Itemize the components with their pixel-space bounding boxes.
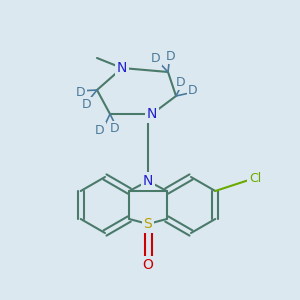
Text: D: D	[176, 76, 186, 88]
Text: D: D	[110, 122, 120, 136]
Text: D: D	[95, 124, 105, 136]
Text: Cl: Cl	[249, 172, 261, 184]
Text: N: N	[143, 174, 153, 188]
Text: O: O	[142, 258, 153, 272]
Text: D: D	[166, 50, 176, 62]
Text: D: D	[82, 98, 92, 112]
Text: D: D	[188, 85, 198, 98]
Text: N: N	[117, 61, 127, 75]
Text: N: N	[147, 107, 157, 121]
Text: D: D	[76, 85, 86, 98]
Text: S: S	[144, 217, 152, 231]
Text: D: D	[151, 52, 161, 64]
